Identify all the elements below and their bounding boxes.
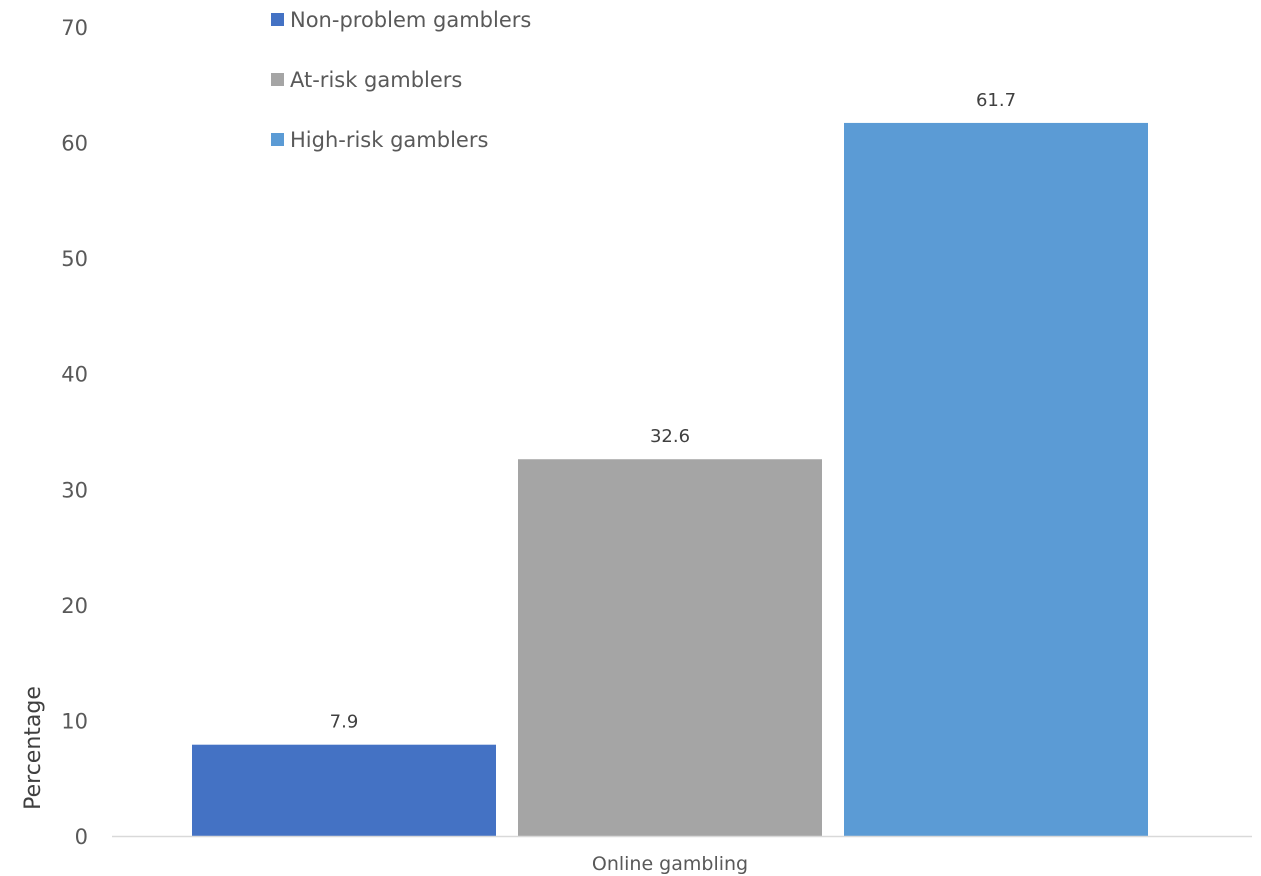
- y-tick-label: 30: [61, 478, 88, 502]
- data-label: 32.6: [650, 426, 690, 447]
- y-tick-label: 0: [75, 825, 88, 849]
- y-axis-ticks: 0 10 20 30 40 50 60 70: [61, 16, 88, 849]
- legend-swatch: [271, 73, 284, 86]
- bar-at-risk-gamblers: [518, 459, 822, 836]
- bar-series: [192, 122, 1148, 836]
- legend: Non-problem gamblers At-risk gamblers High…: [271, 8, 531, 152]
- y-axis-title: Percentage: [21, 686, 46, 810]
- data-labels: 7.9 32.6 61.7: [330, 90, 1016, 733]
- y-tick-label: 60: [61, 132, 88, 156]
- y-tick-label: 50: [61, 247, 88, 271]
- legend-label: Non-problem gamblers: [290, 8, 531, 32]
- legend-swatch: [271, 133, 284, 146]
- y-tick-label: 20: [61, 594, 88, 618]
- legend-label: At-risk gamblers: [290, 68, 462, 92]
- y-tick-label: 10: [61, 709, 88, 733]
- x-category-label: Online gambling: [592, 853, 748, 875]
- data-label: 7.9: [330, 712, 359, 733]
- y-tick-label: 40: [61, 363, 88, 387]
- legend-swatch: [271, 13, 284, 26]
- data-label: 61.7: [976, 90, 1016, 111]
- bar-high-risk-gamblers: [844, 122, 1148, 836]
- y-tick-label: 70: [61, 16, 88, 40]
- x-axis-categories: Online gambling: [592, 853, 748, 875]
- bar-non-problem-gamblers: [192, 744, 496, 836]
- legend-label: High-risk gamblers: [290, 128, 488, 152]
